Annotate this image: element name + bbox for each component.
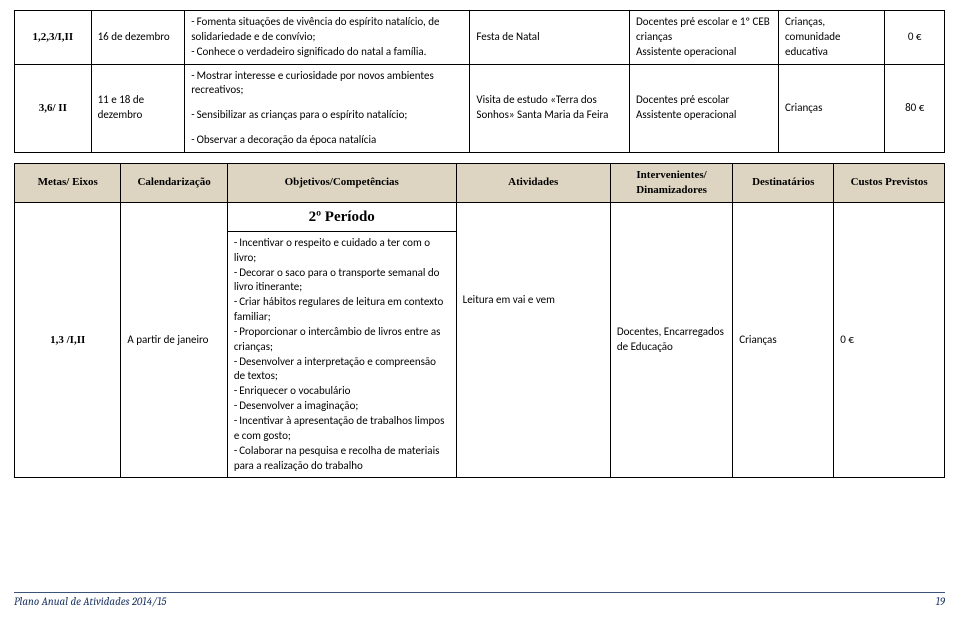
table-row: 1,2,3/I,II 16 de dezembro Fomenta situaç…: [15, 11, 945, 65]
cell-recipients: Crianças: [733, 202, 834, 478]
col-header-activities: Atividades: [456, 163, 610, 202]
col-header-recipients: Destinatários: [733, 163, 834, 202]
cell-metas: 3,6/ II: [15, 64, 92, 152]
cell-metas: 1,2,3/I,II: [15, 11, 92, 65]
table-row: 1,3 /I,II A partir de janeiro 2º Período…: [15, 202, 945, 231]
cell-interveners: Docentes pré escolar e 1º CEB crianças A…: [630, 11, 779, 65]
cell-cost: 0 €: [834, 202, 945, 478]
list-item: Incentivar à apresentação de trabalhos l…: [234, 414, 450, 444]
cell-activities: Visita de estudo «Terra dos Sonhos» Sant…: [470, 64, 630, 152]
activities-table-1: 1,2,3/I,II 16 de dezembro Fomenta situaç…: [14, 10, 945, 153]
period-label: 2º Período: [227, 202, 456, 231]
list-item: Criar hábitos regulares de leitura em co…: [234, 295, 450, 325]
col-header-cost: Custos Previstos: [834, 163, 945, 202]
cell-interveners: Docentes pré escolar Assistente operacio…: [630, 64, 779, 152]
cell-activities: Leitura em vai e vem: [456, 202, 610, 478]
objectives-list: Fomenta situações de vivência do espírit…: [191, 15, 463, 60]
list-item: Proporcionar o intercâmbio de livros ent…: [234, 325, 450, 355]
activities-table-2: Metas/ Eixos Calendarização Objetivos/Co…: [14, 163, 945, 478]
list-item: Enriquecer o vocabulário: [234, 384, 450, 399]
footer-title: Plano Anual de Atividades 2014/15: [14, 595, 166, 608]
list-item: Decorar o saco para o transporte semanal…: [234, 266, 450, 296]
list-item: Sensibilizar as crianças para o espírito…: [191, 108, 463, 123]
cell-recipients: Crianças: [778, 64, 884, 152]
cell-cost: 0 €: [885, 11, 945, 65]
col-header-interveners: Intervenientes/ Dinamizadores: [610, 163, 732, 202]
page-number: 19: [936, 595, 945, 608]
list-item: Desenvolver a imaginação;: [234, 399, 450, 414]
cell-objectives: Mostrar interesse e curiosidade por novo…: [185, 64, 470, 152]
list-item: Conhece o verdadeiro significado do nata…: [191, 45, 463, 60]
list-item: Desenvolver a interpretação e compreensã…: [234, 355, 450, 385]
list-item: Incentivar o respeito e cuidado a ter co…: [234, 236, 450, 266]
table-row: 3,6/ II 11 e 18 de dezembro Mostrar inte…: [15, 64, 945, 152]
cell-activities: Festa de Natal: [470, 11, 630, 65]
cell-cost: 80 €: [885, 64, 945, 152]
cell-objectives: Incentivar o respeito e cuidado a ter co…: [227, 231, 456, 478]
cell-recipients: Crianças, comunidade educativa: [778, 11, 884, 65]
cell-calendar: 11 e 18 de dezembro: [91, 64, 185, 152]
header-row: Metas/ Eixos Calendarização Objetivos/Co…: [15, 163, 945, 202]
list-item: Mostrar interesse e curiosidade por novo…: [191, 69, 463, 99]
col-header-metas: Metas/ Eixos: [15, 163, 121, 202]
col-header-objectives: Objetivos/Competências: [227, 163, 456, 202]
cell-metas: 1,3 /I,II: [15, 202, 121, 478]
list-item: Observar a decoração da época natalícia: [191, 133, 463, 148]
list-item: Fomenta situações de vivência do espírit…: [191, 15, 463, 45]
col-header-calendar: Calendarização: [121, 163, 227, 202]
objectives-list: Incentivar o respeito e cuidado a ter co…: [234, 236, 450, 474]
cell-calendar: A partir de janeiro: [121, 202, 227, 478]
list-item: Colaborar na pesquisa e recolha de mater…: [234, 444, 450, 474]
page-footer: Plano Anual de Atividades 2014/15 19: [14, 592, 945, 608]
objectives-list: Mostrar interesse e curiosidade por novo…: [191, 69, 463, 148]
cell-objectives: Fomenta situações de vivência do espírit…: [185, 11, 470, 65]
cell-interveners: Docentes, Encarregados de Educação: [610, 202, 732, 478]
cell-calendar: 16 de dezembro: [91, 11, 185, 65]
